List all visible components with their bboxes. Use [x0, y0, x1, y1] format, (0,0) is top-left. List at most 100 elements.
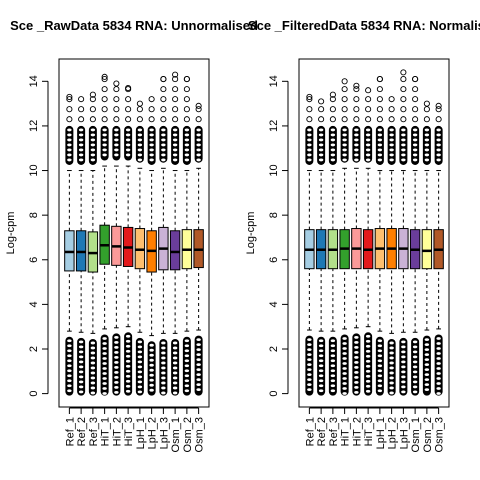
outlier-hole: [412, 158, 418, 162]
outlier-hole: [149, 153, 154, 157]
outlier-hole: [172, 158, 178, 162]
outlier-point: [435, 102, 442, 109]
outlier-hole: [125, 389, 131, 393]
outlier-hole: [196, 138, 201, 142]
outlier-hole: [67, 344, 72, 348]
outlier-hole: [436, 133, 441, 137]
box-Ref_2: Ref_2: [315, 98, 328, 446]
outlier-hole: [114, 375, 119, 379]
x-tick-label: HiT_2: [111, 417, 123, 446]
outlier-hole: [114, 138, 119, 142]
outlier-hole: [137, 365, 143, 369]
outlier-point: [412, 106, 419, 113]
outlier-hole: [307, 133, 312, 137]
outlier-hole: [307, 128, 312, 132]
outlier-hole: [125, 148, 131, 152]
outlier-hole: [318, 389, 324, 393]
outlier-hole: [365, 133, 371, 137]
outlier-point: [78, 116, 85, 123]
outlier-hole: [172, 371, 178, 375]
outlier-hole: [114, 380, 119, 384]
outlier-hole: [389, 128, 394, 132]
y-tick-label: 8: [268, 212, 280, 218]
outlier-hole: [137, 340, 143, 344]
outlier-point: [136, 116, 143, 123]
outlier-hole: [330, 148, 336, 152]
outlier-hole: [90, 138, 96, 142]
y-axis-label: Log-cpm: [5, 212, 17, 255]
outlier-hole: [161, 128, 166, 132]
outlier-hole: [436, 138, 441, 142]
outlier-hole: [149, 373, 154, 377]
outlier-hole: [67, 133, 72, 137]
outlier-hole: [90, 371, 96, 375]
outlier-hole: [102, 362, 107, 365]
outlier-hole: [354, 153, 359, 157]
outlier-point: [376, 76, 383, 83]
y-tick-label: 8: [28, 212, 40, 218]
outlier-point: [329, 106, 336, 113]
outlier-hole: [424, 348, 430, 352]
outlier-hole: [184, 339, 190, 343]
outlier-hole: [412, 360, 418, 364]
outlier-hole: [401, 148, 406, 152]
outlier-hole: [161, 366, 166, 370]
outlier-hole: [389, 371, 394, 375]
outlier-point: [412, 86, 419, 93]
outlier-hole: [102, 382, 107, 385]
outlier-hole: [161, 386, 166, 390]
box-iqr: [169, 230, 181, 271]
outlier-hole: [436, 337, 441, 340]
outlier-hole: [78, 390, 84, 394]
outlier-hole: [196, 358, 201, 362]
outlier-point: [400, 86, 407, 93]
outlier-hole: [184, 128, 190, 132]
outlier-hole: [90, 341, 96, 345]
outlier-hole: [424, 153, 430, 157]
outlier-hole: [436, 148, 441, 152]
lower-outliers: [352, 333, 361, 396]
outlier-hole: [90, 153, 96, 157]
outlier-hole: [424, 383, 430, 387]
x-tick-label: HiT_1: [100, 417, 112, 446]
y-tick-label: 14: [28, 75, 40, 87]
box-Ref_3: Ref_3: [327, 91, 340, 446]
outlier-hole: [436, 347, 441, 350]
outlier-hole: [330, 389, 336, 393]
outlier-hole: [307, 348, 312, 352]
outlier-hole: [172, 346, 178, 350]
outlier-hole: [149, 148, 154, 152]
outlier-hole: [412, 138, 418, 142]
outlier-point: [423, 100, 430, 107]
outlier-point: [341, 116, 348, 123]
outlier-hole: [365, 344, 371, 348]
outlier-hole: [196, 128, 201, 132]
outlier-hole: [161, 391, 166, 395]
outlier-hole: [307, 358, 312, 362]
outlier-point: [113, 106, 120, 113]
outlier-hole: [137, 385, 143, 389]
outlier-hole: [401, 390, 406, 394]
outlier-point: [341, 86, 348, 93]
outlier-hole: [342, 367, 347, 370]
box-Osm_2: Osm_2: [181, 76, 194, 452]
outlier-hole: [184, 389, 190, 393]
outlier-hole: [125, 369, 131, 373]
outlier-hole: [307, 143, 312, 147]
outlier-point: [160, 106, 167, 113]
outlier-hole: [161, 371, 166, 375]
outlier-hole: [436, 153, 441, 157]
outlier-hole: [318, 128, 324, 132]
outlier-hole: [78, 340, 84, 344]
outlier-hole: [114, 365, 119, 369]
outlier-hole: [412, 143, 418, 147]
outlier-hole: [67, 374, 72, 378]
lower-outliers: [434, 334, 443, 396]
outlier-hole: [389, 386, 394, 390]
outlier-hole: [342, 342, 347, 345]
outlier-hole: [137, 350, 143, 354]
outlier-hole: [365, 349, 371, 353]
outlier-hole: [330, 128, 336, 132]
outlier-hole: [424, 158, 430, 162]
